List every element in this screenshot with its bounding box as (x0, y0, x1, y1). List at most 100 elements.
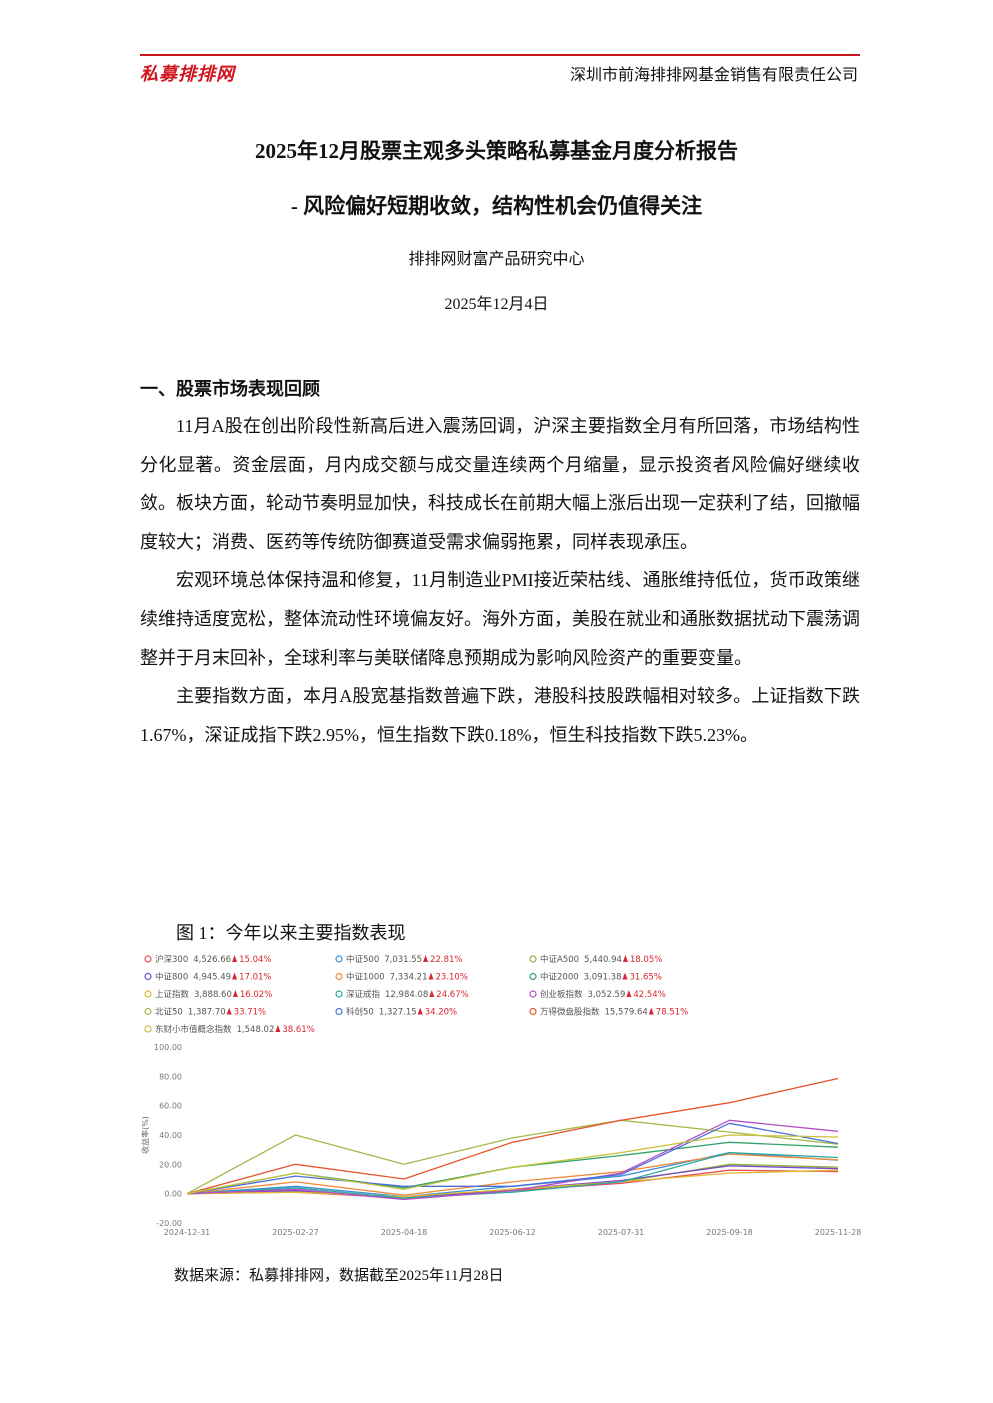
y-tick-label: -20.00 (156, 1219, 182, 1228)
legend-change: 23.10% (436, 973, 468, 983)
series-line (186, 1134, 839, 1195)
series-line (186, 1163, 839, 1199)
report-title: 2025年12月股票主观多头策略私募基金月度分析报告 (255, 139, 738, 163)
legend-name: 上证指数 (155, 989, 190, 1000)
section-heading: 一、股票市场表现回顾 (140, 379, 320, 400)
legend-change: 42.54% (633, 990, 665, 1000)
report-subtitle: - 风险偏好短期收敛，结构性机会仍值得关注 (290, 194, 703, 218)
date: 2025年12月4日 (444, 296, 549, 313)
series-line (186, 1122, 839, 1195)
legend-entry: 中证800 4,945.49 (155, 972, 231, 983)
series-line (186, 1119, 839, 1195)
y-tick-label: 60.00 (159, 1102, 182, 1111)
y-tick-label: 0.00 (164, 1190, 182, 1199)
legend-entry: 中证500 7,031.55 (346, 954, 422, 965)
legend-close: 3,052.59 (588, 990, 626, 1000)
author: 排排网财富产品研究中心 (408, 251, 585, 268)
legend-entry: 沪深300 4,526.66 (155, 954, 231, 965)
company-name: 深圳市前海排排网基金销售有限责任公司 (569, 67, 858, 84)
legend-entry: 北证50 1,387.70 (155, 1008, 226, 1018)
x-tick-label: 2025-09-18 (706, 1228, 753, 1237)
legend-name: 深证成指 (346, 989, 381, 1000)
series-line (186, 1169, 839, 1199)
legend-name: 北证50 (155, 1008, 183, 1018)
paragraph: 11月A股在创出阶段性新高后进入震荡回调，沪深主要指数全月有所回落，市场结构性分… (140, 416, 860, 552)
legend-arrow (428, 972, 434, 980)
paragraph: 宏观环境总体保持温和修复，11月制造业PMI接近荣枯线、通胀维持低位，货币政策继… (140, 570, 860, 668)
series-line (186, 1153, 839, 1196)
legend-entry: 中证2000 3,091.38 (540, 972, 622, 983)
legend-close: 12,984.08 (385, 990, 428, 1000)
header-rule (140, 54, 860, 56)
legend-close: 1,548.02 (237, 1025, 275, 1035)
x-tick-label: 2025-04-18 (381, 1228, 428, 1237)
legend-arrow (417, 1007, 423, 1015)
legend-entry: 深证成指 12,984.08 (346, 989, 428, 1000)
legend-marker (144, 955, 152, 963)
series-line (186, 1169, 839, 1198)
legend-entry: 中证A500 5,440.94 (540, 954, 622, 965)
legend-marker (529, 1007, 537, 1016)
legend-entry: 中证1000 7,334.21 (346, 972, 428, 983)
legend-entry: 上证指数 3,888.60 (155, 989, 232, 1000)
legend-arrow (622, 955, 628, 962)
legend-arrow (648, 1007, 654, 1015)
chart: 收益率(%) 沪深300 4,526.66 15.04% 中证500 7,031.55 2… (140, 954, 862, 1237)
legend-arrow (232, 972, 238, 980)
x-tick-label: 2025-06-12 (489, 1228, 536, 1237)
legend-arrow (622, 972, 628, 980)
legend-name: 沪深300 (155, 954, 188, 965)
legend-arrow (226, 1007, 232, 1015)
y-tick-label: 20.00 (159, 1160, 182, 1169)
legend-change: 31.65% (630, 973, 662, 983)
y-axis-label: 收益率(%) (140, 1116, 150, 1154)
y-tick-label: 80.00 (159, 1072, 182, 1081)
legend-change: 33.71% (234, 1008, 266, 1018)
legend-close: 1,387.70 (188, 1008, 226, 1018)
legend-name: 中证A500 (540, 954, 579, 965)
series-line (186, 1151, 839, 1199)
legend-name: 中证2000 (540, 972, 579, 983)
x-tick-label: 2025-07-31 (598, 1228, 645, 1237)
paragraph: 主要指数方面，本月A股宽基指数普遍下跌，港股科技股跌幅相对较多。上证指数下跌1.… (140, 686, 860, 745)
legend-marker (144, 1007, 152, 1016)
legend-marker (529, 990, 537, 998)
legend-marker (335, 1007, 343, 1016)
x-tick-label: 2025-11-28 (815, 1228, 862, 1237)
logo: 私募排排网 (140, 64, 235, 85)
legend-marker (335, 990, 343, 998)
legend-close: 7,031.55 (384, 955, 422, 965)
legend-marker (144, 972, 152, 981)
legend-name: 创业板指数 (540, 989, 583, 1000)
legend-marker (335, 972, 343, 981)
legend-arrow (423, 955, 429, 962)
legend-close: 7,334.21 (390, 973, 428, 983)
legend-name: 中证500 (346, 954, 379, 965)
legend-close: 5,440.94 (584, 955, 622, 965)
legend-close: 3,888.60 (194, 990, 232, 1000)
legend-change: 24.67% (436, 990, 468, 1000)
legend-change: 34.20% (425, 1008, 457, 1018)
legend-name: 中证1000 (346, 972, 385, 983)
figure-source: 数据来源：私募排排网，数据截至2025年11月28日 (174, 1268, 504, 1284)
legend-close: 15,579.64 (605, 1008, 648, 1018)
legend-name: 中证800 (155, 972, 188, 983)
legend-arrow (275, 1025, 281, 1032)
series-line (186, 1119, 839, 1201)
legend-arrow (232, 955, 238, 962)
legend-arrow (429, 990, 435, 997)
legend-arrow (232, 990, 238, 997)
series-line (186, 1077, 839, 1195)
section-body: 11月A股在创出阶段性新高后进入震荡回调，沪深主要指数全月有所回落，市场结构性分… (140, 407, 860, 754)
y-tick-label: 40.00 (159, 1131, 182, 1140)
legend-marker (529, 972, 537, 981)
legend-name: 万得微盘股指数 (540, 1007, 600, 1018)
legend-arrow (626, 990, 632, 997)
legend-entry: 东财小市值概念指数 1,548.02 (155, 1024, 274, 1035)
legend-change: 18.05% (630, 955, 662, 965)
figure-caption: 图 1：今年以来主要指数表现 (176, 923, 406, 943)
legend-entry: 科创50 1,327.15 (346, 1007, 417, 1018)
legend-marker (144, 1025, 152, 1033)
legend-change: 15.04% (239, 955, 271, 965)
